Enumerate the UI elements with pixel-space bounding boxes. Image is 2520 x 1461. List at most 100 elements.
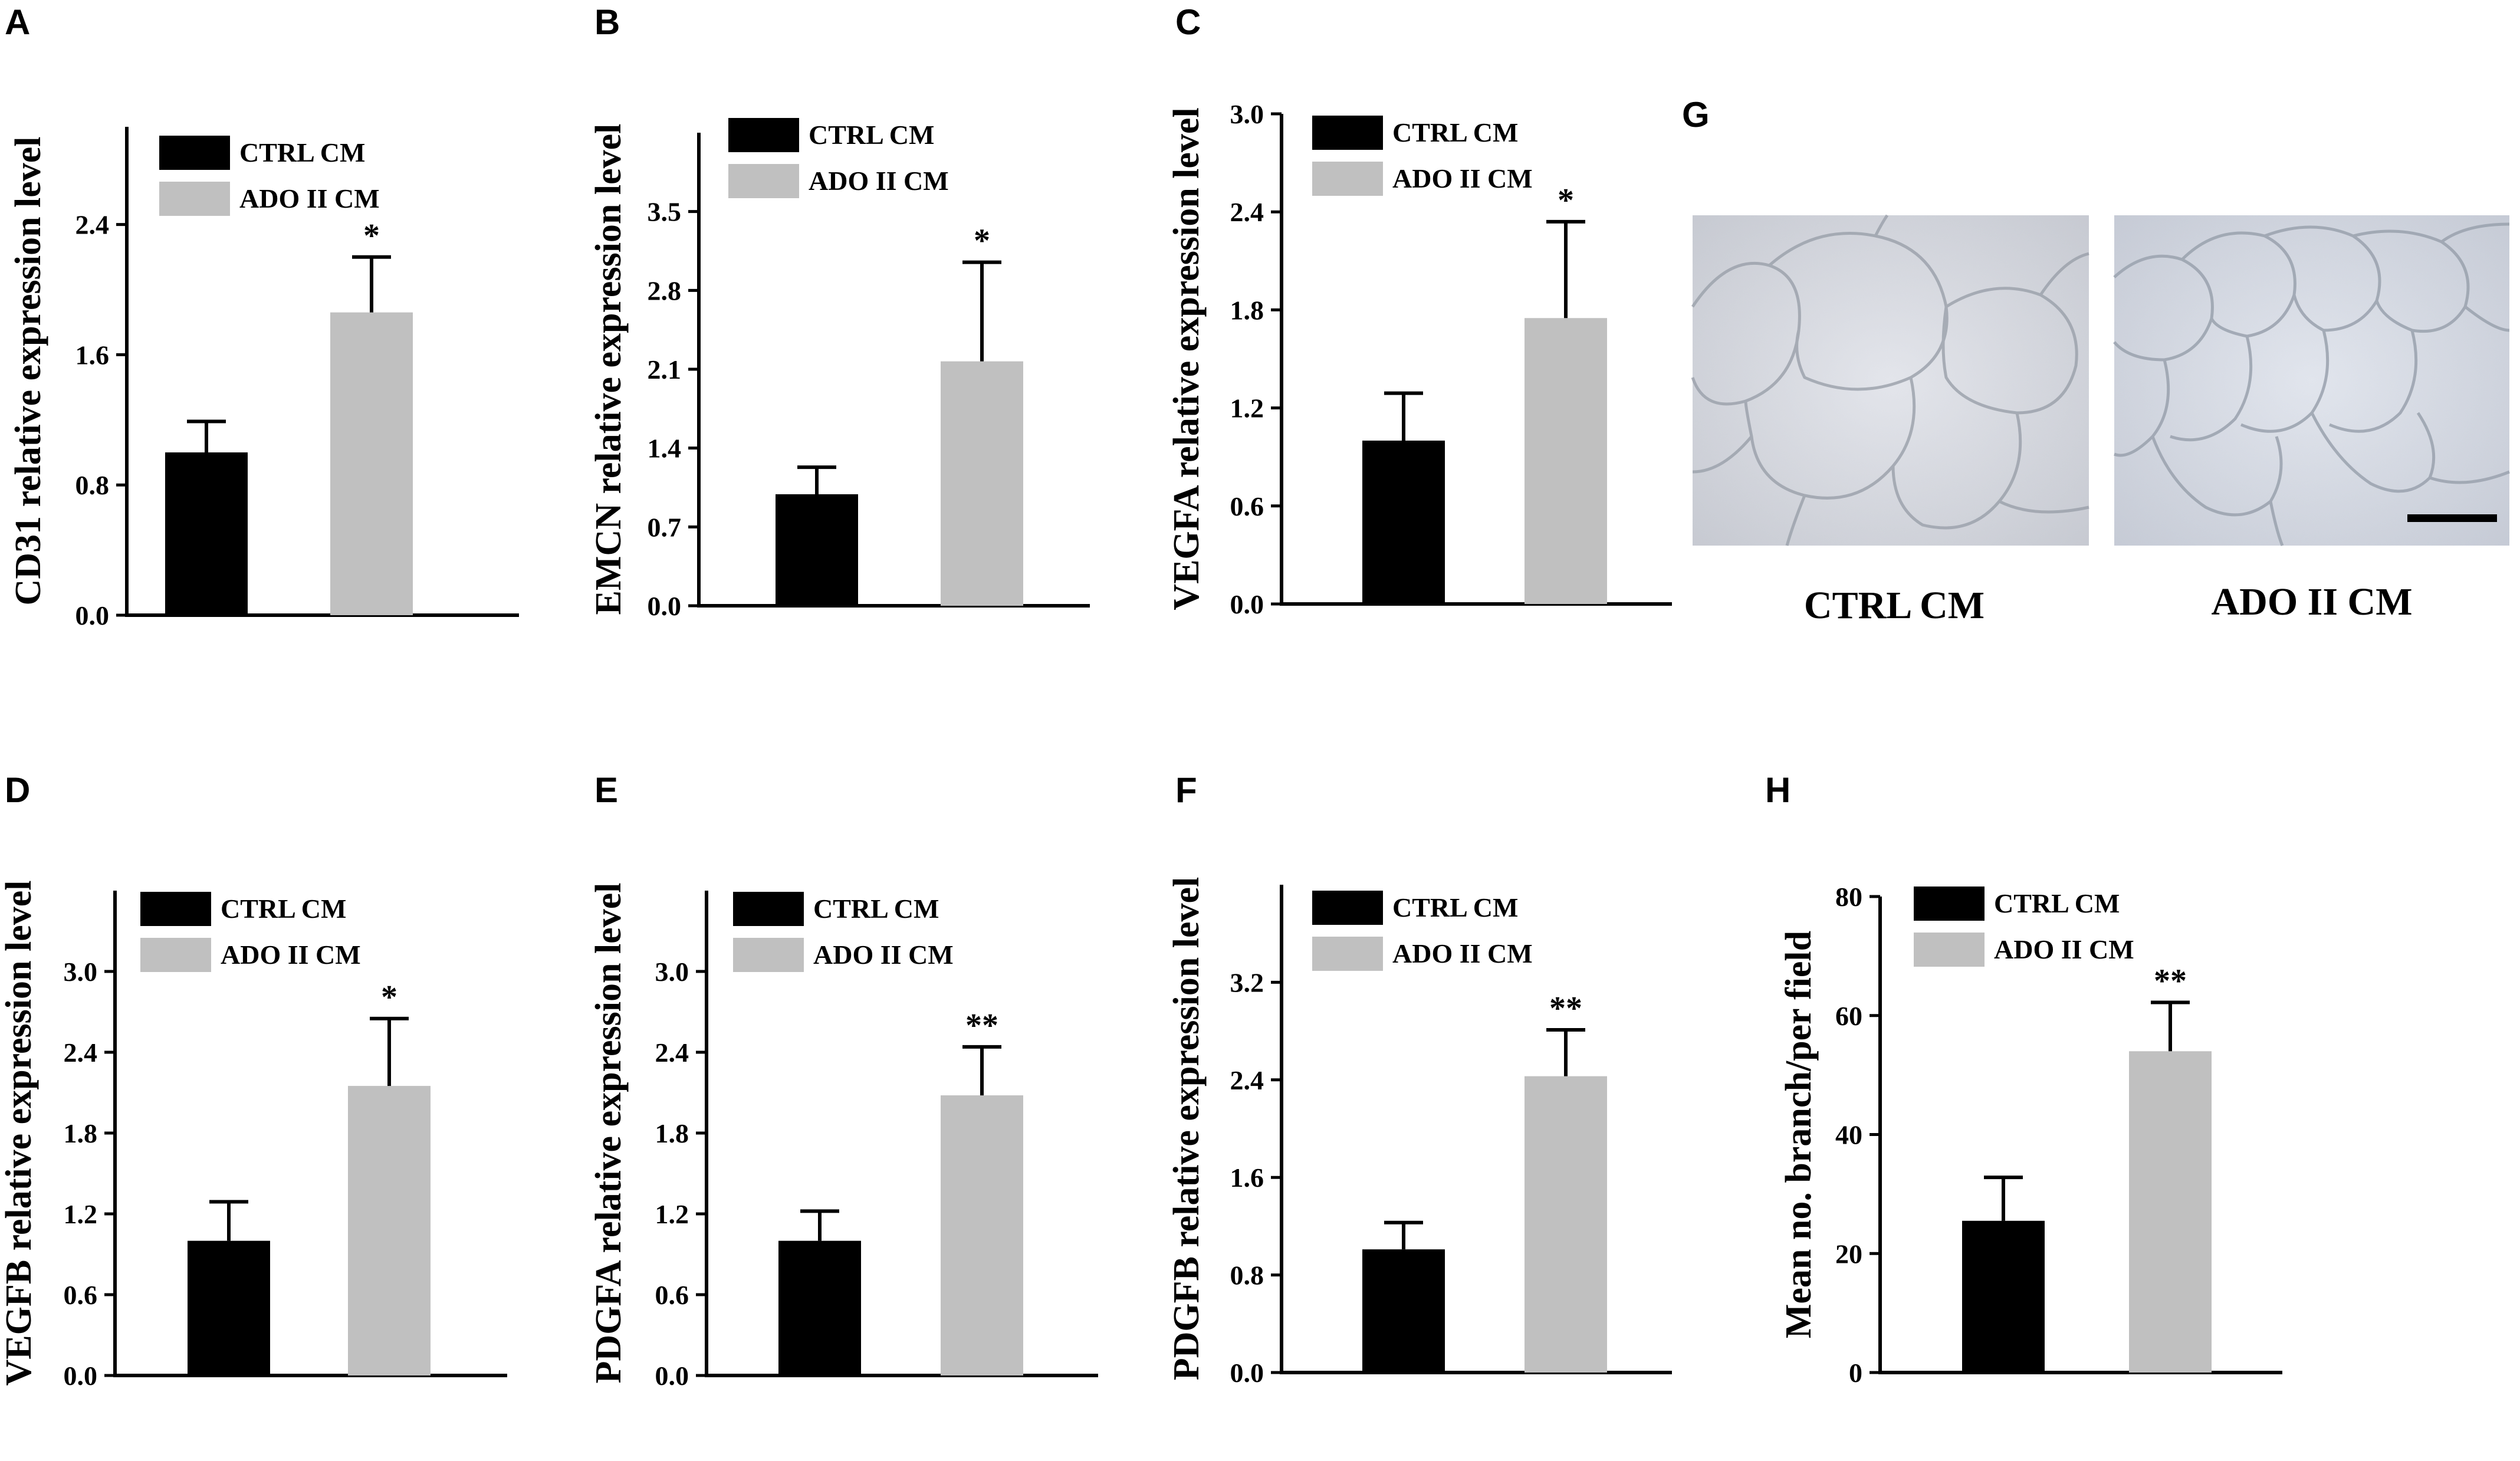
- y-tick-label: 40: [1835, 1120, 1862, 1150]
- y-axis-label: PDGFB relative expression level: [1167, 877, 1207, 1381]
- y-tick-label: 2.8: [648, 275, 682, 306]
- panel-label-h: H: [1765, 770, 1790, 810]
- bar-charts: A CD31 relative expression level 0.0 0.8 1.6…: [0, 2, 2282, 1391]
- legend-swatch-ctrl: [1914, 887, 1985, 921]
- significance-marker: *: [974, 223, 990, 260]
- y-tick-label: 0.0: [75, 600, 110, 631]
- panel-label-c: C: [1175, 2, 1201, 42]
- y-tick-label: 3.5: [648, 197, 682, 227]
- y-tick-label: 0.8: [75, 470, 110, 500]
- ado-micrograph: [2113, 215, 2510, 546]
- ado-micrograph-caption: ADO II CM: [2212, 580, 2413, 623]
- legend-swatch-ado: [1312, 162, 1383, 196]
- y-axis-label: Mean no. branch/per field: [1779, 931, 1819, 1338]
- chart-panel-e: E PDGFA relative expression level 0.0 0.6 1.…: [589, 770, 1098, 1391]
- y-tick-label: 2.4: [655, 1038, 689, 1068]
- bar-ado: [941, 1095, 1023, 1375]
- y-tick-label: 20: [1835, 1239, 1862, 1269]
- panel-label-f: F: [1175, 770, 1197, 810]
- significance-marker: *: [1558, 182, 1574, 219]
- significance-marker: **: [1549, 990, 1582, 1027]
- chart-panel-a: A CD31 relative expression level 0.0 0.8 1.6…: [5, 2, 519, 631]
- legend-swatch-ctrl: [159, 136, 230, 170]
- legend-swatch-ado: [140, 938, 211, 972]
- y-tick-label: 0.0: [1230, 1358, 1264, 1388]
- y-tick-label: 0.6: [64, 1280, 98, 1310]
- y-axis-label: PDGFA relative expression level: [589, 883, 629, 1384]
- y-tick-label: 3.2: [1230, 967, 1264, 997]
- bar-ado: [941, 361, 1023, 606]
- legend-swatch-ado: [1312, 937, 1383, 971]
- bar-ado: [330, 312, 413, 615]
- y-tick-label: 0.6: [1230, 491, 1264, 521]
- y-tick-label: 3.0: [64, 957, 98, 987]
- legend-label-ctrl: CTRL CM: [809, 120, 934, 150]
- y-tick-label: 2.4: [64, 1038, 98, 1068]
- scale-bar: [2407, 514, 2497, 522]
- legend-label-ctrl: CTRL CM: [1392, 117, 1518, 147]
- significance-marker: **: [965, 1007, 998, 1044]
- legend-swatch-ctrl: [140, 892, 211, 926]
- legend-label-ctrl: CTRL CM: [239, 137, 365, 168]
- legend-swatch-ado: [1914, 933, 1985, 967]
- y-tick-label: 2.4: [1230, 197, 1264, 227]
- significance-marker: *: [363, 218, 380, 254]
- bar-ctrl: [188, 1240, 270, 1375]
- legend-label-ado: ADO II CM: [1994, 934, 2134, 964]
- y-tick-label: 0.0: [64, 1361, 98, 1391]
- y-tick-label: 60: [1835, 1001, 1862, 1031]
- y-tick-label: 1.8: [1230, 295, 1264, 325]
- y-tick-label: 1.2: [64, 1199, 98, 1229]
- bar-ctrl: [165, 452, 248, 615]
- legend-swatch-ado: [733, 938, 804, 972]
- legend-label-ado: ADO II CM: [239, 183, 380, 214]
- y-tick-label: 0.6: [655, 1280, 689, 1310]
- ctrl-micrograph-caption: CTRL CM: [1804, 584, 1985, 627]
- y-tick-label: 0.0: [1230, 589, 1264, 619]
- panel-label-g: G: [1682, 95, 1710, 134]
- legend-label-ado: ADO II CM: [1392, 163, 1533, 193]
- legend-swatch-ctrl: [733, 892, 804, 926]
- legend-label-ado: ADO II CM: [1392, 938, 1533, 968]
- chart-panel-c: C VEGFA relative expression level 0.0 0.6 1.…: [1167, 2, 1672, 619]
- y-tick-label: 0.0: [648, 591, 682, 621]
- chart-panel-f: F PDGFB relative expression level 0.0 0.8 1.…: [1167, 770, 1672, 1388]
- legend-swatch-ctrl: [1312, 891, 1383, 925]
- panel-label-d: D: [5, 770, 30, 810]
- y-axis-label: VEGFB relative expression level: [0, 881, 39, 1386]
- legend-label-ctrl: CTRL CM: [1392, 892, 1518, 922]
- bar-ado: [1525, 318, 1607, 604]
- significance-marker: **: [2154, 963, 2187, 1000]
- bar-ctrl: [1362, 441, 1445, 604]
- y-tick-label: 0: [1849, 1358, 1862, 1388]
- y-tick-label: 1.6: [75, 340, 110, 370]
- y-tick-label: 0.0: [655, 1361, 689, 1391]
- y-axis-label: VEGFA relative expression level: [1167, 107, 1207, 610]
- chart-panel-h: H Mean no. branch/per field 0 20 40 60 80 ** CTR…: [1765, 770, 2282, 1388]
- y-tick-label: 3.0: [655, 957, 689, 987]
- legend-label-ado: ADO II CM: [809, 166, 949, 196]
- panel-label-a: A: [5, 2, 30, 42]
- legend-label-ctrl: CTRL CM: [813, 894, 939, 924]
- y-tick-label: 1.2: [655, 1199, 689, 1229]
- ctrl-micrograph: [1691, 214, 2089, 546]
- y-tick-label: 1.8: [64, 1118, 98, 1148]
- y-tick-label: 1.4: [648, 434, 682, 464]
- bar-ctrl: [1362, 1249, 1445, 1373]
- legend-swatch-ado: [728, 164, 799, 198]
- micrograph-panel: G: [1682, 95, 2510, 627]
- y-tick-label: 2.1: [648, 354, 682, 385]
- y-tick-label: 2.4: [75, 210, 110, 240]
- legend-swatch-ado: [159, 182, 230, 216]
- y-tick-label: 2.4: [1230, 1065, 1264, 1095]
- bar-ctrl: [778, 1240, 861, 1375]
- y-tick-label: 1.6: [1230, 1163, 1264, 1193]
- bar-ado: [348, 1086, 431, 1375]
- legend-label-ctrl: CTRL CM: [221, 894, 346, 924]
- significance-marker: *: [381, 979, 397, 1016]
- bar-ado: [1525, 1076, 1607, 1373]
- panel-label-b: B: [594, 2, 620, 42]
- bar-ado: [2129, 1051, 2212, 1373]
- chart-panel-b: B EMCN relative expression level 0.0 0.7 1.4…: [589, 2, 1090, 621]
